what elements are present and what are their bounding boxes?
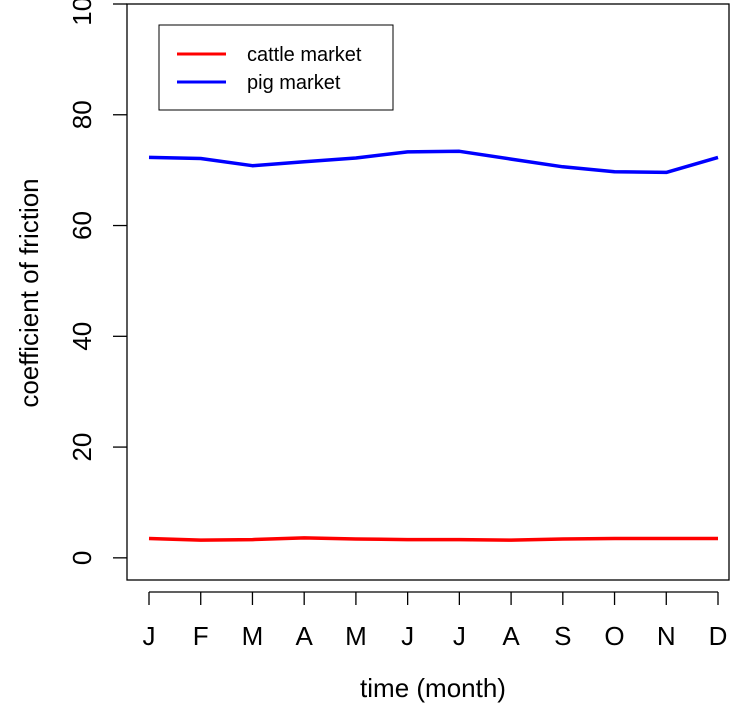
- legend-box: [158, 24, 394, 111]
- x-tick-label: M: [345, 621, 367, 651]
- x-tick-label: J: [401, 621, 414, 651]
- series-line-1: [148, 149, 719, 175]
- y-axis: 0 20 40 60 80 100: [67, 0, 127, 565]
- legend: cattle market pig market: [158, 24, 394, 111]
- legend-label: pig market: [247, 72, 341, 94]
- x-tick-label: M: [242, 621, 264, 651]
- x-tick-label: N: [657, 621, 676, 651]
- x-tick-label: A: [296, 621, 314, 651]
- plot-frame: [126, 3, 730, 581]
- y-tick-label: 20: [67, 433, 97, 462]
- legend-label: cattle market: [247, 44, 362, 66]
- x-tick-label: O: [604, 621, 624, 651]
- y-axis-label: coefficient of friction: [14, 178, 44, 407]
- y-tick-label: 80: [67, 100, 97, 129]
- x-tick-label: S: [554, 621, 571, 651]
- y-tick-label: 40: [67, 322, 97, 351]
- y-tick-label: 100: [67, 0, 97, 26]
- series-line-0: [148, 536, 718, 542]
- x-tick-label: J: [143, 621, 156, 651]
- x-tick-label: D: [709, 621, 728, 651]
- x-axis-label: time (month): [360, 673, 506, 703]
- y-tick-label: 60: [67, 211, 97, 240]
- x-tick-label: F: [193, 621, 209, 651]
- x-tick-label: A: [502, 621, 520, 651]
- x-tick-label: J: [453, 621, 466, 651]
- y-tick-label: 0: [67, 551, 97, 565]
- series-layer: [148, 149, 719, 542]
